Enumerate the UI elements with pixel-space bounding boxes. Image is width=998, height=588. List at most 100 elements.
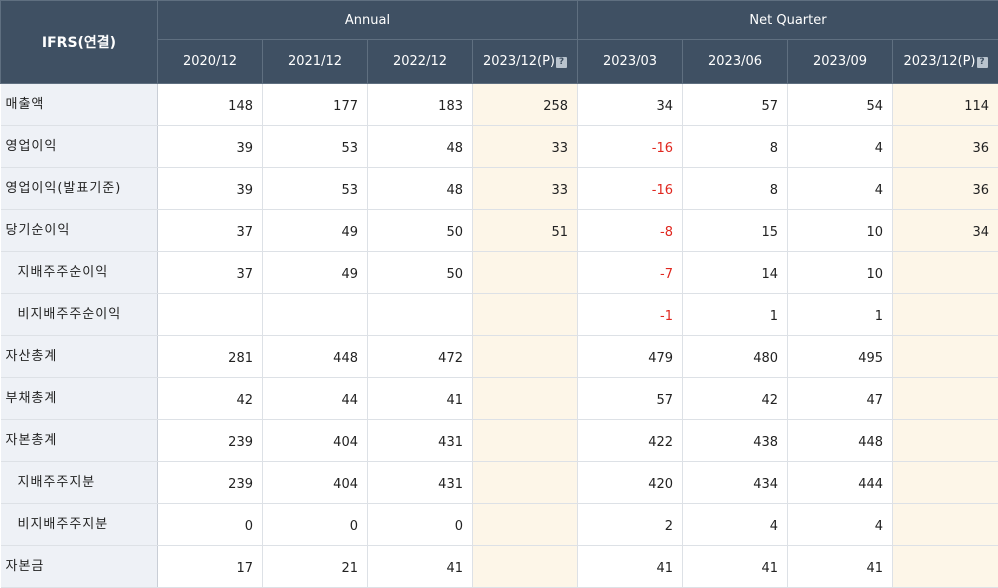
- value-cell: 404: [263, 420, 368, 462]
- row-label: 비지배주주순이익: [1, 294, 158, 336]
- value-cell: 0: [158, 504, 263, 546]
- row-label: 매출액: [1, 84, 158, 126]
- annual-period-header: 2021/12: [263, 40, 368, 84]
- value-cell: 239: [158, 420, 263, 462]
- value-cell: 37: [158, 210, 263, 252]
- value-cell: 54: [788, 84, 893, 126]
- annual-period-header: 2022/12: [368, 40, 473, 84]
- value-cell: 114: [893, 84, 998, 126]
- value-cell: 258: [473, 84, 578, 126]
- value-cell: [893, 378, 998, 420]
- period-label: 2022/12: [393, 54, 447, 69]
- quarter-period-header: 2023/03: [578, 40, 683, 84]
- row-label: 자본총계: [1, 420, 158, 462]
- period-label: 2023/09: [813, 54, 867, 69]
- value-cell: 39: [158, 126, 263, 168]
- quarter-period-header: 2023/12(P)?: [893, 40, 998, 84]
- value-cell: 0: [368, 504, 473, 546]
- value-cell: [893, 546, 998, 588]
- value-cell: 44: [263, 378, 368, 420]
- value-cell: 422: [578, 420, 683, 462]
- value-cell: 431: [368, 420, 473, 462]
- row-label: 영업이익(발표기준): [1, 168, 158, 210]
- value-cell: 495: [788, 336, 893, 378]
- value-cell: 183: [368, 84, 473, 126]
- value-cell: 480: [683, 336, 788, 378]
- value-cell: 37: [158, 252, 263, 294]
- period-label: 2021/12: [288, 54, 342, 69]
- value-cell: 49: [263, 252, 368, 294]
- value-cell: 10: [788, 210, 893, 252]
- row-label: 지배주주지분: [1, 462, 158, 504]
- value-cell: 57: [683, 84, 788, 126]
- annual-period-header: 2023/12(P)?: [473, 40, 578, 84]
- value-cell: 472: [368, 336, 473, 378]
- value-cell: 4: [683, 504, 788, 546]
- value-cell: [473, 420, 578, 462]
- value-cell: 41: [788, 546, 893, 588]
- value-cell: [893, 294, 998, 336]
- value-cell: -1: [578, 294, 683, 336]
- row-label: 자산총계: [1, 336, 158, 378]
- value-cell: 39: [158, 168, 263, 210]
- value-cell: 239: [158, 462, 263, 504]
- value-cell: [158, 294, 263, 336]
- value-cell: 420: [578, 462, 683, 504]
- value-cell: 177: [263, 84, 368, 126]
- value-cell: -8: [578, 210, 683, 252]
- period-label: 2023/06: [708, 54, 762, 69]
- value-cell: 4: [788, 168, 893, 210]
- value-cell: 8: [683, 168, 788, 210]
- value-cell: [368, 294, 473, 336]
- value-cell: 33: [473, 126, 578, 168]
- period-label: 2023/12(P): [483, 54, 555, 69]
- value-cell: 431: [368, 462, 473, 504]
- value-cell: 57: [578, 378, 683, 420]
- value-cell: 14: [683, 252, 788, 294]
- value-cell: [893, 420, 998, 462]
- value-cell: 448: [788, 420, 893, 462]
- row-label: 부채총계: [1, 378, 158, 420]
- value-cell: 281: [158, 336, 263, 378]
- value-cell: 53: [263, 126, 368, 168]
- value-cell: -16: [578, 126, 683, 168]
- row-label: 영업이익: [1, 126, 158, 168]
- value-cell: [893, 462, 998, 504]
- value-cell: 448: [263, 336, 368, 378]
- value-cell: 21: [263, 546, 368, 588]
- value-cell: -7: [578, 252, 683, 294]
- value-cell: 41: [578, 546, 683, 588]
- quarter-period-header: 2023/09: [788, 40, 893, 84]
- estimate-help-icon[interactable]: ?: [556, 57, 567, 68]
- value-cell: 36: [893, 168, 998, 210]
- value-cell: 4: [788, 504, 893, 546]
- annual-period-header: 2020/12: [158, 40, 263, 84]
- value-cell: [893, 504, 998, 546]
- value-cell: [473, 504, 578, 546]
- value-cell: 8: [683, 126, 788, 168]
- value-cell: 444: [788, 462, 893, 504]
- value-cell: 4: [788, 126, 893, 168]
- value-cell: 41: [368, 546, 473, 588]
- value-cell: 36: [893, 126, 998, 168]
- value-cell: 41: [368, 378, 473, 420]
- value-cell: 17: [158, 546, 263, 588]
- value-cell: [473, 336, 578, 378]
- value-cell: 41: [683, 546, 788, 588]
- value-cell: 48: [368, 126, 473, 168]
- estimate-help-icon[interactable]: ?: [977, 57, 988, 68]
- value-cell: 479: [578, 336, 683, 378]
- value-cell: 50: [368, 210, 473, 252]
- value-cell: [263, 294, 368, 336]
- value-cell: [893, 252, 998, 294]
